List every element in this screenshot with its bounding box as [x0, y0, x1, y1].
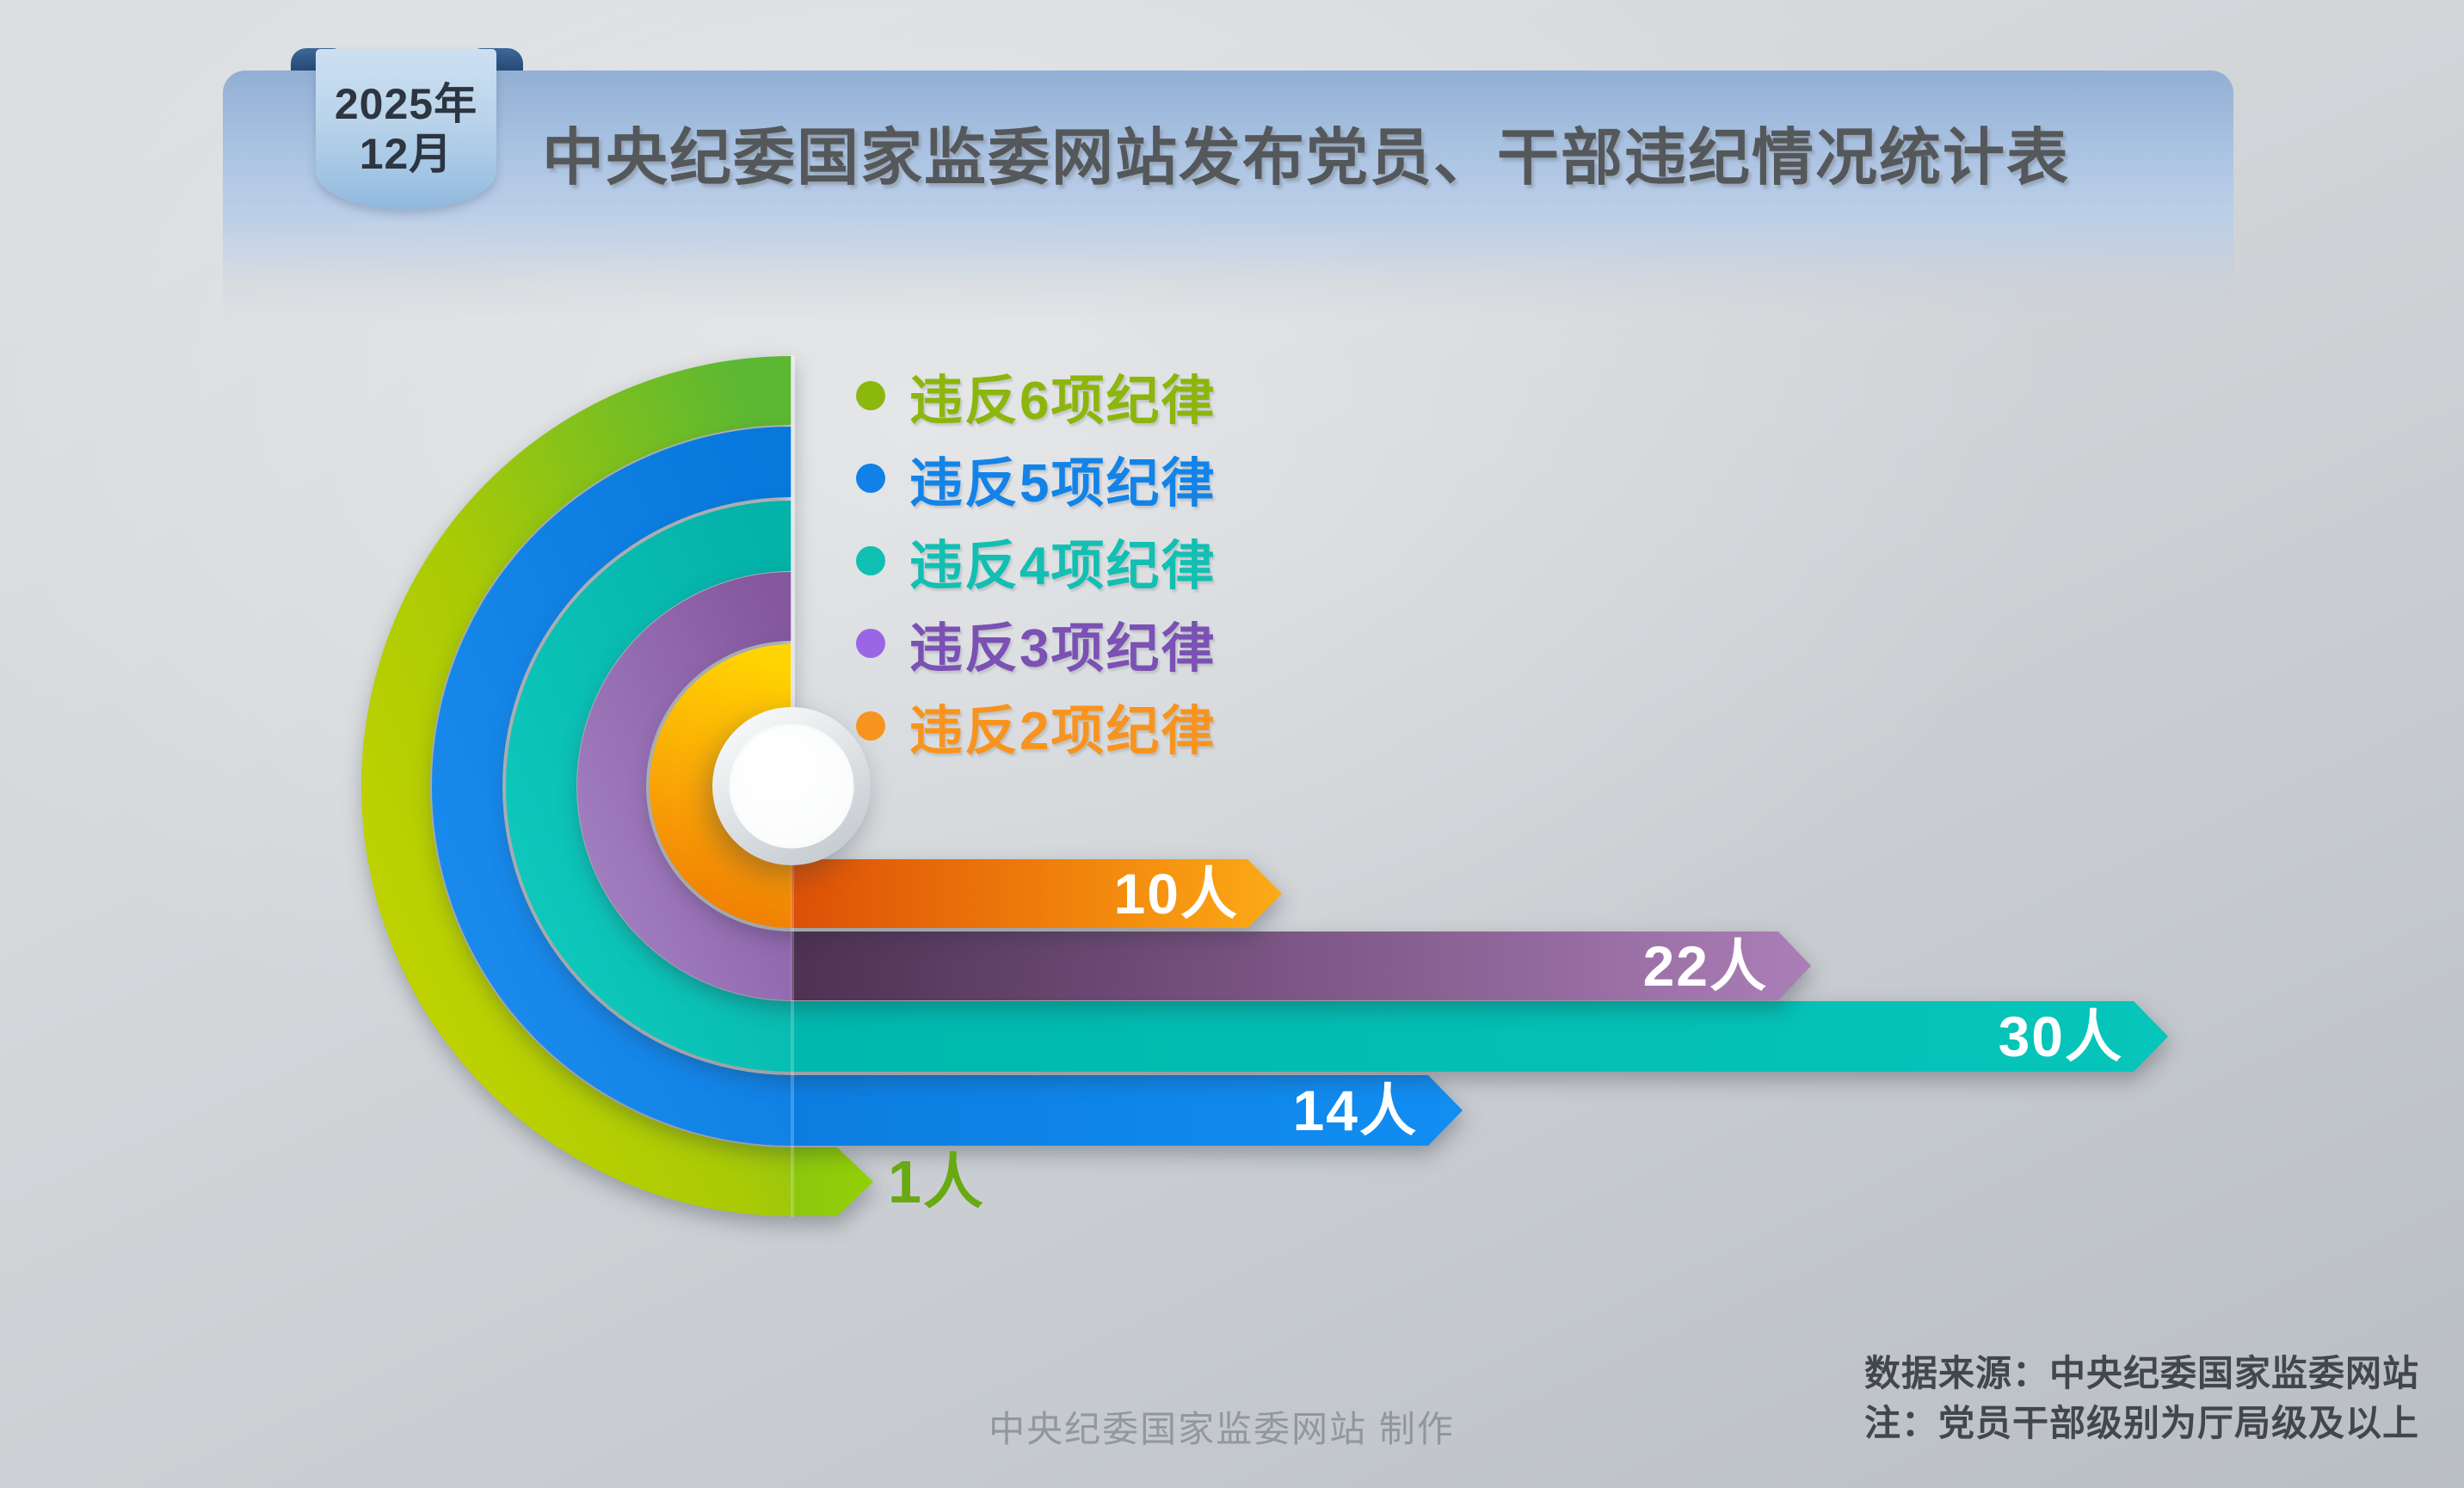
ribbon-month: 12月: [359, 130, 453, 178]
hub-disc: [729, 723, 854, 849]
data-source-line: 数据来源：中央纪委国家监委网站: [1863, 1353, 2419, 1393]
arm-orange: [650, 644, 1282, 928]
legend-label-6: 违反6项纪律: [909, 372, 1217, 431]
date-ribbon: 2025年 12月: [316, 49, 496, 209]
cut-highlight-top: [791, 355, 795, 715]
legend-label-3: 违反3项纪律: [909, 619, 1217, 679]
ring-orange: [650, 644, 792, 928]
legend-dot-blue: [856, 464, 885, 493]
legend-item-3: 违反3项纪律: [856, 602, 1216, 685]
value-label-purple: 22人: [1643, 934, 1768, 998]
bar-purple: [792, 932, 1811, 1000]
ring-blue: [432, 427, 792, 1146]
legend-item-5: 违反5项纪律: [856, 437, 1216, 520]
legend: 违反6项纪律 违反5项纪律 违反4项纪律 违反3项纪律 违反2项纪律: [856, 354, 1216, 767]
legend-label-5: 违反5项纪律: [909, 454, 1217, 513]
ribbon-year: 2025年: [334, 80, 478, 128]
maker-credit: 中央纪委国家监委网站 制作: [989, 1409, 1455, 1449]
legend-label-4: 违反4项纪律: [909, 537, 1217, 596]
legend-label-2: 违反2项纪律: [909, 702, 1217, 761]
legend-dot-green: [856, 381, 885, 410]
value-label-teal: 30人: [1999, 1005, 2123, 1068]
arm-purple: [577, 572, 1811, 1000]
data-source-notes: 数据来源：中央纪委国家监委网站 注：党员干部级别为厅局级及以上: [1864, 1349, 2419, 1448]
legend-dot-purple: [856, 629, 885, 658]
value-label-blue: 14人: [1293, 1079, 1418, 1142]
center-hub: [712, 707, 871, 865]
cut-highlight-bars: [791, 859, 794, 1217]
ring-teal: [506, 501, 792, 1072]
page-title: 中央纪委国家监委网站发布党员、干部违纪情况统计表: [542, 124, 2071, 193]
value-label-orange: 10人: [1114, 862, 1239, 925]
arm-blue: [432, 427, 1463, 1146]
legend-dot-orange: [856, 711, 885, 741]
note-line: 注：党员干部级别为厅局级及以上: [1863, 1403, 2419, 1443]
ring-green: [361, 356, 792, 1216]
bar-blue: [792, 1075, 1463, 1146]
bar-orange: [792, 859, 1282, 928]
ring-purple: [577, 572, 792, 1000]
legend-dot-teal: [856, 546, 885, 575]
legend-item-4: 违反4项纪律: [856, 520, 1216, 602]
bar-teal: [792, 1001, 2168, 1072]
legend-item-6: 违反6项纪律: [856, 354, 1216, 437]
title-banner: [223, 71, 2233, 320]
value-label-green: 1人: [888, 1148, 985, 1215]
arm-teal: [506, 501, 2168, 1072]
bar-green: [792, 1147, 873, 1216]
legend-item-2: 违反2项纪律: [856, 685, 1216, 767]
arm-green: [361, 356, 873, 1216]
